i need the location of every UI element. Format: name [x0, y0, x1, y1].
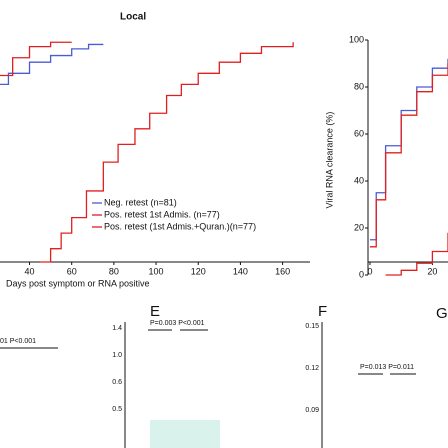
y-tick-label: 0.5 — [112, 406, 122, 413]
panel-label: F — [318, 303, 327, 320]
box — [150, 420, 220, 448]
line — [370, 63, 448, 248]
legend-label: Pos. retest (1st Admis.+Quran.)(n=77) — [104, 221, 256, 231]
line — [385, 232, 448, 276]
legend-label: Pos. retest 1st Admis. (n=77) — [104, 209, 220, 219]
y-tick-label: 0.09 — [305, 407, 319, 414]
x-tick-label: 60 — [67, 266, 77, 276]
y-tick-label: 20 — [354, 222, 364, 232]
panel-label: E — [150, 303, 160, 320]
y-tick-label: 1.0 — [112, 352, 122, 359]
y-tick-label: 60 — [354, 128, 364, 138]
x-tick-label: 160 — [275, 266, 290, 276]
y-tick-label: 0 — [359, 269, 364, 279]
y-tick-label: 0.12 — [305, 365, 319, 372]
x-tick-label: 0 — [367, 266, 372, 276]
y-tick-label: 100 — [349, 34, 364, 44]
legend-label: Neg. retest (n=81) — [104, 197, 177, 207]
y-tick-label: 0.15 — [305, 323, 319, 330]
line — [40, 42, 294, 263]
y-tick-label: 40 — [354, 175, 364, 185]
p-values: P=0.013 P=0.011 — [360, 364, 414, 371]
p-values: 01 P<0.001 — [0, 338, 36, 345]
x-tick-label: 20 — [427, 266, 437, 276]
p-values: P=0.003 P<0.001 — [150, 320, 205, 327]
x-tick-label: 120 — [191, 266, 206, 276]
y-tick-label: 80 — [354, 81, 364, 91]
line — [0, 41, 72, 77]
x-tick-label: 40 — [25, 266, 35, 276]
line — [0, 43, 104, 86]
y-axis-label: Viral RNA clearance (%) — [324, 112, 334, 209]
y-tick-label: 0.6 — [112, 379, 122, 386]
x-tick-label: 140 — [233, 266, 248, 276]
x-tick-label: 80 — [109, 266, 119, 276]
line — [370, 58, 448, 241]
y-tick-label: 1.4 — [112, 325, 122, 332]
x-axis-label: Days post symptom or RNA positive — [6, 278, 150, 288]
panel-label: G — [436, 305, 448, 322]
chart-title: Local — [120, 12, 146, 23]
x-tick-label: 100 — [149, 266, 164, 276]
